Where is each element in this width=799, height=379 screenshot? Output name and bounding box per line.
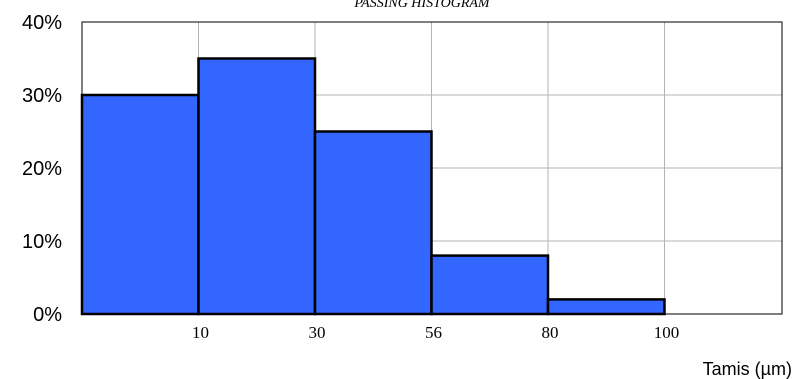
y-tick-label: 10% — [22, 231, 62, 253]
y-tick-label: 0% — [33, 304, 62, 326]
x-tick-label: 56 — [425, 323, 442, 342]
y-tick-label: 30% — [22, 85, 62, 107]
x-tick-label: 10 — [192, 323, 209, 342]
histogram-bar — [430, 254, 550, 316]
histogram-bar — [80, 93, 200, 316]
chart-title: PASSING HISTOGRAM — [353, 0, 491, 11]
x-tick-label: 100 — [654, 323, 680, 342]
x-axis-ticks: 10 30 56 80 100 — [192, 323, 679, 342]
plot-frame — [81, 21, 783, 315]
y-tick-label: 40% — [22, 12, 62, 34]
bars-group — [80, 57, 666, 316]
y-axis-ticks: 0% 10% 20% 30% 40% — [22, 12, 62, 326]
x-tick-label: 80 — [542, 323, 559, 342]
y-tick-label: 20% — [22, 158, 62, 180]
x-tick-label: 30 — [309, 323, 326, 342]
histogram-bar — [197, 57, 317, 316]
x-axis-label: Tamis (µm) — [703, 359, 792, 379]
histogram-bar — [313, 130, 433, 316]
histogram-bar — [546, 298, 666, 316]
